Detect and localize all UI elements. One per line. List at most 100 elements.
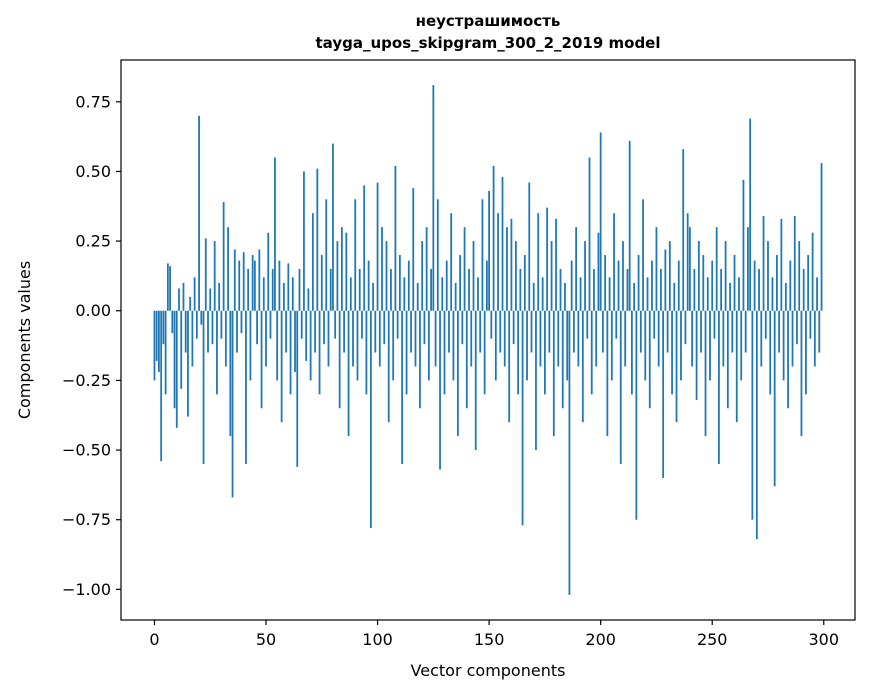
bar: [564, 282, 566, 311]
chart-title-line1: неустрашимость: [416, 12, 561, 30]
bar: [811, 232, 814, 311]
bar: [289, 310, 292, 395]
bar: [544, 310, 546, 395]
bar: [427, 310, 430, 381]
bar: [262, 277, 265, 311]
plot-border: [120, 59, 856, 621]
bar: [202, 310, 205, 464]
bar: [345, 232, 348, 311]
bar: [637, 255, 640, 311]
bar: [718, 310, 720, 464]
bar: [436, 199, 439, 311]
bar: [298, 268, 301, 311]
bar: [338, 310, 341, 409]
bar: [294, 310, 296, 373]
bar: [653, 310, 656, 339]
bar: [628, 140, 631, 311]
bar: [709, 310, 711, 381]
bar: [798, 241, 801, 311]
bar: [276, 310, 279, 381]
x-tick-label: 100: [362, 630, 393, 649]
bar: [599, 132, 602, 311]
bar: [407, 260, 410, 311]
bar: [602, 310, 604, 353]
bar: [280, 310, 283, 423]
bar: [715, 227, 718, 311]
bar: [245, 310, 247, 464]
bar: [416, 282, 419, 311]
bar: [211, 310, 214, 345]
bar: [802, 268, 805, 311]
bar: [448, 310, 450, 353]
bar: [820, 163, 823, 311]
bar: [700, 310, 702, 353]
bar: [813, 310, 816, 367]
bar: [622, 241, 624, 311]
bar: [586, 310, 589, 339]
bar: [492, 165, 495, 311]
bar: [343, 310, 345, 353]
bar: [711, 260, 714, 311]
ticks-group: 0 50 100 150 200 250 300 0.75 0.50 0.25 0.00 −0.25 −…: [62, 92, 839, 649]
bar: [256, 310, 258, 345]
bar: [390, 268, 392, 311]
bar: [189, 296, 192, 311]
bar: [340, 227, 343, 311]
bar: [532, 282, 535, 311]
bar: [325, 199, 328, 311]
bar: [405, 310, 408, 395]
bar: [260, 310, 263, 409]
y-tick-label: −0.25: [62, 371, 111, 390]
bar: [528, 182, 531, 311]
bar: [706, 277, 709, 311]
bar: [247, 268, 250, 311]
bar: [153, 310, 156, 381]
y-tick-label: 0.25: [75, 232, 111, 251]
bar: [735, 310, 738, 423]
bar: [394, 165, 397, 311]
bar: [303, 171, 305, 311]
bar: [320, 255, 323, 311]
y-tick-label: 0.50: [75, 162, 111, 181]
bar: [445, 260, 448, 311]
bar: [477, 277, 479, 311]
bar: [660, 268, 662, 311]
bar: [332, 143, 334, 311]
bar: [218, 282, 221, 311]
bar: [595, 310, 598, 367]
bar: [758, 268, 760, 311]
bar: [782, 310, 785, 381]
bar: [410, 310, 412, 353]
bar: [421, 241, 424, 311]
bar: [274, 157, 276, 311]
bar: [515, 241, 517, 311]
bar: [570, 260, 573, 311]
bar: [481, 199, 484, 311]
bar: [233, 249, 236, 311]
bar: [539, 310, 542, 367]
bar: [347, 310, 350, 437]
y-tick-label: −0.75: [62, 510, 111, 529]
bar: [184, 310, 187, 353]
bar: [787, 310, 789, 409]
bar: [376, 182, 379, 311]
bar: [182, 282, 185, 311]
bar: [738, 277, 740, 311]
bar: [465, 310, 468, 409]
bar: [561, 310, 564, 409]
bar: [220, 310, 223, 339]
bar: [162, 310, 165, 345]
y-tick-label: −1.00: [62, 580, 111, 599]
bar: [744, 310, 747, 353]
bar: [278, 260, 281, 311]
bar: [251, 255, 254, 311]
bar: [655, 227, 658, 311]
bar: [419, 310, 421, 409]
bar: [506, 227, 508, 311]
bar: [535, 310, 537, 451]
bar: [425, 227, 428, 311]
bar: [722, 310, 725, 367]
bar: [512, 310, 515, 345]
bar: [423, 310, 426, 345]
